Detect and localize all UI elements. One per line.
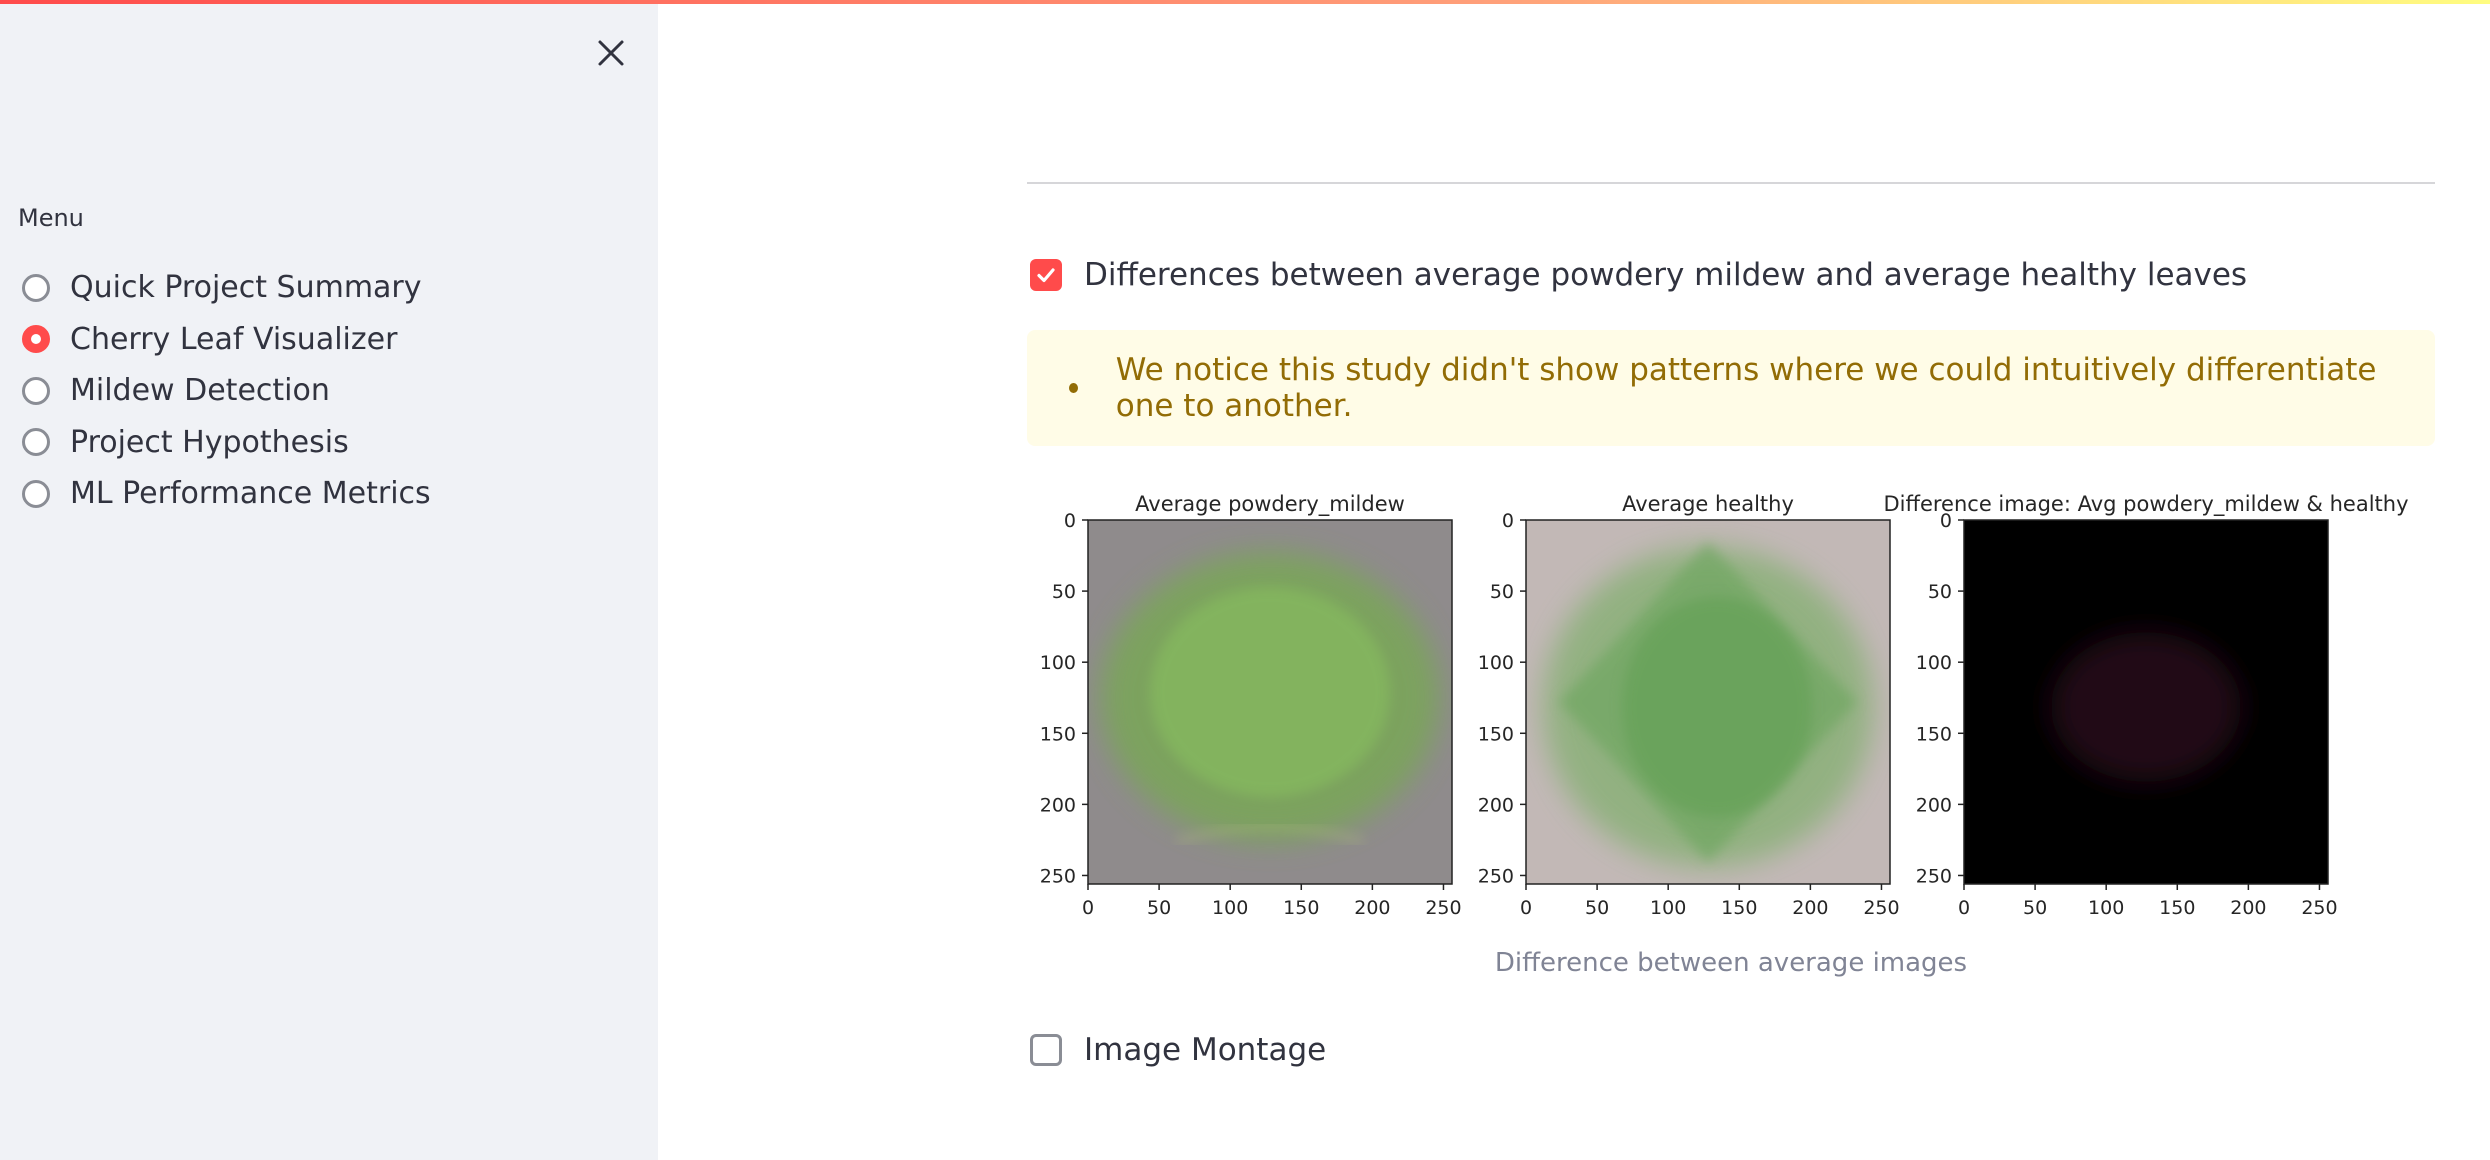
menu-item-label: Mildew Detection: [70, 373, 330, 409]
panel-image-healthy: [1526, 520, 1890, 884]
menu-item-cherry-leaf-visualizer[interactable]: Cherry Leaf Visualizer: [18, 314, 431, 366]
menu-item-label: Quick Project Summary: [70, 270, 422, 306]
diff-checkbox-label: Differences between average powdery mild…: [1084, 257, 2248, 293]
x-tick-label: 100: [1650, 897, 1686, 919]
y-tick-label: 200: [1478, 794, 1514, 816]
x-tick-label: 50: [2023, 897, 2047, 919]
y-tick-label: 0: [1064, 510, 1076, 532]
axes-ticks: 0 50 100 150 200 250 0 50 100 150 200 250 0 50 100 150 2…: [1040, 510, 2338, 919]
x-tick-label: 100: [2088, 897, 2124, 919]
figure-canvas: Average powdery_mildew Average healthy D…: [1040, 492, 2409, 919]
x-tick-label: 200: [1354, 897, 1390, 919]
y-tick-label: 100: [1478, 652, 1514, 674]
x-tick-label: 50: [1585, 897, 1609, 919]
check-icon: [1037, 268, 1055, 283]
menu-item-label: Project Hypothesis: [70, 424, 349, 460]
menu-item-project-hypothesis[interactable]: Project Hypothesis: [18, 417, 431, 469]
x-tick-label: 50: [1147, 897, 1171, 919]
menu-radio-group: Quick Project Summary Cherry Leaf Visual…: [18, 262, 431, 520]
montage-checkbox[interactable]: [1030, 1034, 1062, 1066]
y-tick-label: 200: [1916, 794, 1952, 816]
x-tick-label: 150: [1283, 897, 1319, 919]
x-tick-label: 150: [1721, 897, 1757, 919]
axes-frame: [1963, 519, 2329, 885]
figure-caption: Difference between average images: [1494, 948, 1968, 978]
bullet-icon: [1069, 383, 1078, 393]
x-tick-label: 150: [2159, 897, 2195, 919]
axes-frame: [1525, 519, 1891, 885]
y-tick-label: 150: [1478, 723, 1514, 745]
sidebar: Menu Quick Project Summary Cherry Leaf V…: [0, 0, 658, 1160]
menu-label: Menu: [18, 204, 84, 232]
x-tick-label: 0: [1958, 897, 1970, 919]
y-tick-label: 0: [1940, 510, 1952, 532]
y-tick-label: 250: [1478, 865, 1514, 887]
x-tick-label: 0: [1520, 897, 1532, 919]
y-tick-label: 150: [1040, 723, 1076, 745]
diff-checkbox[interactable]: [1030, 259, 1062, 291]
panel-image-difference: [1964, 520, 2328, 884]
panel-title-difference: Difference image: Avg powdery_mildew & h…: [1883, 492, 2408, 517]
radio-button[interactable]: [22, 428, 50, 457]
axes-frame: [1087, 519, 1453, 885]
app-top-decoration: [0, 0, 2490, 4]
close-icon: [598, 40, 624, 66]
diff-checkbox-row[interactable]: Differences between average powdery mild…: [1030, 257, 2247, 293]
radio-button[interactable]: [22, 376, 50, 405]
y-tick-label: 250: [1916, 865, 1952, 887]
info-alert: We notice this study didn't show pattern…: [1027, 330, 2435, 446]
y-tick-label: 50: [1490, 581, 1514, 603]
radio-button[interactable]: [22, 273, 50, 302]
menu-item-ml-performance-metrics[interactable]: ML Performance Metrics: [18, 468, 431, 520]
panel-title-healthy: Average healthy: [1622, 492, 1794, 516]
menu-item-mildew-detection[interactable]: Mildew Detection: [18, 365, 431, 417]
y-tick-label: 100: [1040, 652, 1076, 674]
panel-title-mildew: Average powdery_mildew: [1135, 492, 1405, 517]
x-tick-label: 100: [1212, 897, 1248, 919]
x-tick-label: 0: [1082, 897, 1094, 919]
y-tick-label: 200: [1040, 794, 1076, 816]
info-alert-text: We notice this study didn't show pattern…: [1115, 352, 2377, 424]
section-divider: [1027, 182, 2435, 184]
average-images-figure: Average powdery_mildew Average healthy D…: [1027, 482, 2435, 922]
menu-item-label: ML Performance Metrics: [70, 476, 431, 512]
menu-item-label: Cherry Leaf Visualizer: [70, 321, 398, 357]
radio-button-selected[interactable]: [22, 325, 50, 354]
y-tick-label: 50: [1052, 581, 1076, 603]
y-tick-label: 150: [1916, 723, 1952, 745]
x-tick-label: 200: [2230, 897, 2266, 919]
close-sidebar-button[interactable]: [588, 30, 634, 76]
x-tick-label: 200: [1792, 897, 1828, 919]
menu-item-quick-project-summary[interactable]: Quick Project Summary: [18, 262, 431, 314]
y-tick-label: 250: [1040, 865, 1076, 887]
radio-button[interactable]: [22, 479, 50, 508]
x-tick-label: 250: [1863, 897, 1899, 919]
panel-image-mildew: [1088, 520, 1452, 884]
x-tick-label: 250: [2301, 897, 2337, 919]
montage-checkbox-row[interactable]: Image Montage: [1030, 1032, 1326, 1068]
montage-checkbox-label: Image Montage: [1084, 1032, 1327, 1068]
y-tick-label: 0: [1502, 510, 1514, 532]
x-tick-label: 250: [1425, 897, 1461, 919]
y-tick-label: 50: [1928, 581, 1952, 603]
y-tick-label: 100: [1916, 652, 1952, 674]
